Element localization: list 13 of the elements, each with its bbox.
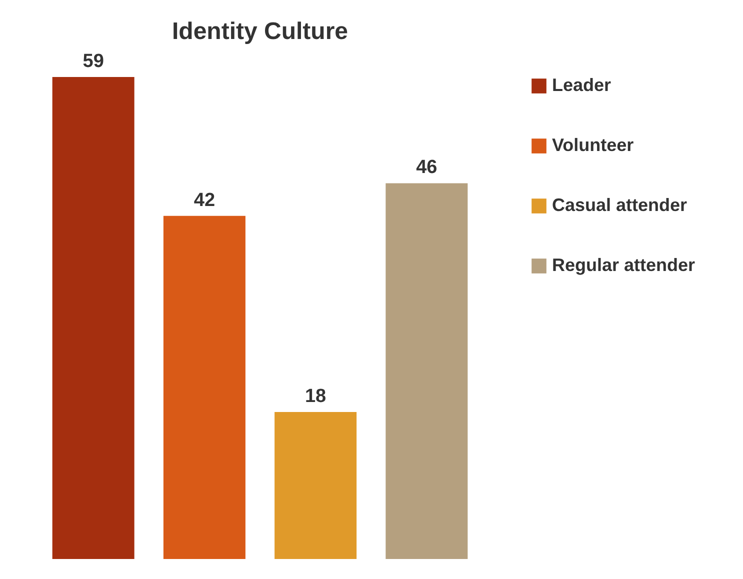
data-label: 42 [194,190,216,211]
bar [386,183,468,559]
legend-label: Leader [552,75,612,95]
data-label: 46 [416,157,438,178]
bar [52,77,134,559]
data-label: 59 [82,51,104,72]
data-label: 18 [304,386,326,407]
legend-label: Casual attender [552,195,688,215]
legend-label: Regular attender [552,255,696,275]
legend-label: Volunteer [552,135,634,155]
bar [163,216,246,559]
bar [274,412,357,559]
chart-title: Identity Culture [172,18,348,45]
